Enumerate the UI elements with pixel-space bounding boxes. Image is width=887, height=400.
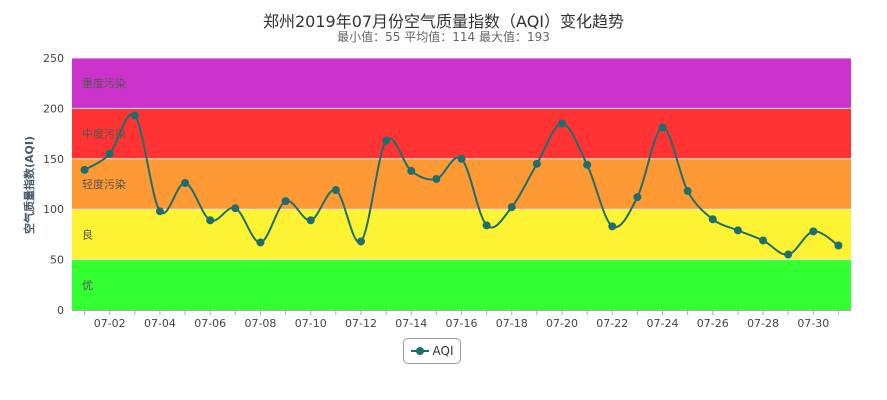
data-point <box>331 186 340 195</box>
chart-axes: 0 50 100 150 200 250 07-02 07-04 07-06 07-08 07-10… <box>43 52 851 330</box>
data-point <box>608 222 617 231</box>
x-tick-label: 07-04 <box>144 317 176 330</box>
data-point <box>306 216 315 225</box>
band-label-0: 优 <box>82 279 93 292</box>
x-tick-label: 07-24 <box>647 317 679 330</box>
x-tick-label: 07-20 <box>546 317 578 330</box>
y-tick-label: 50 <box>50 254 64 267</box>
y-tick-label: 0 <box>57 304 64 317</box>
aqi-bands <box>72 57 851 310</box>
y-tick-label: 150 <box>43 153 64 166</box>
data-point <box>507 203 516 212</box>
data-point <box>583 160 592 169</box>
legend-aqi[interactable]: AQI <box>403 338 461 364</box>
x-tick-label: 07-26 <box>697 317 729 330</box>
data-point <box>105 149 114 158</box>
data-point <box>683 187 692 196</box>
data-point <box>256 238 265 247</box>
data-point <box>231 204 240 213</box>
band-label-1: 良 <box>82 227 93 241</box>
y-tick-label: 200 <box>43 102 64 115</box>
x-tick-label: 07-16 <box>446 317 478 330</box>
data-point <box>558 119 567 128</box>
data-point <box>281 197 290 206</box>
y-axis-label: 空气质量指数(AQI) <box>22 136 36 234</box>
band-label-4: 重度污染 <box>82 76 126 90</box>
legend-label: AQI <box>432 344 454 358</box>
x-tick-label: 07-22 <box>596 317 628 330</box>
x-tick-label: 07-02 <box>94 317 126 330</box>
series-line-aqi <box>84 112 839 256</box>
data-point <box>80 165 89 174</box>
data-point <box>356 237 365 246</box>
data-point <box>733 226 742 235</box>
data-point <box>809 227 818 236</box>
x-tick-label: 07-06 <box>194 317 226 330</box>
x-tick-label: 07-14 <box>395 317 427 330</box>
legend-line-marker-icon <box>410 346 429 356</box>
band-4 <box>72 58 851 109</box>
x-tick-label: 07-12 <box>345 317 377 330</box>
y-tick-label: 250 <box>43 52 64 65</box>
band-2 <box>72 158 851 210</box>
band-1 <box>72 209 851 260</box>
band-label-3: 中度污染 <box>82 127 126 141</box>
x-tick-label: 07-10 <box>295 317 327 330</box>
data-point <box>784 250 793 259</box>
data-point <box>432 174 441 183</box>
x-tick-label: 07-30 <box>797 317 829 330</box>
data-point <box>181 178 190 187</box>
data-point <box>130 111 139 120</box>
data-point <box>407 166 416 175</box>
data-point <box>482 221 491 230</box>
data-point <box>532 159 541 168</box>
data-point <box>155 207 164 216</box>
data-point <box>457 154 466 163</box>
y-tick-label: 100 <box>43 203 64 216</box>
x-tick-label: 07-08 <box>244 317 276 330</box>
x-tick-label: 07-28 <box>747 317 779 330</box>
band-0 <box>72 259 851 310</box>
data-point <box>206 216 215 225</box>
data-point <box>708 215 717 224</box>
band-label-2: 轻度污染 <box>82 177 126 191</box>
data-point <box>834 241 843 250</box>
data-point <box>759 236 768 245</box>
aqi-band-labels: 优 良 轻度污染 中度污染 重度污染 <box>82 76 126 292</box>
data-point <box>658 123 667 132</box>
data-point <box>382 136 391 145</box>
chart-title: 郑州2019年07月份空气质量指数（AQI）变化趋势 <box>262 12 625 31</box>
band-3 <box>72 108 851 159</box>
series-layer <box>80 111 843 259</box>
chart-subtitle: 最小值：55 平均值：114 最大值：193 <box>337 30 550 44</box>
data-point <box>633 193 642 202</box>
x-tick-label: 07-18 <box>496 317 528 330</box>
